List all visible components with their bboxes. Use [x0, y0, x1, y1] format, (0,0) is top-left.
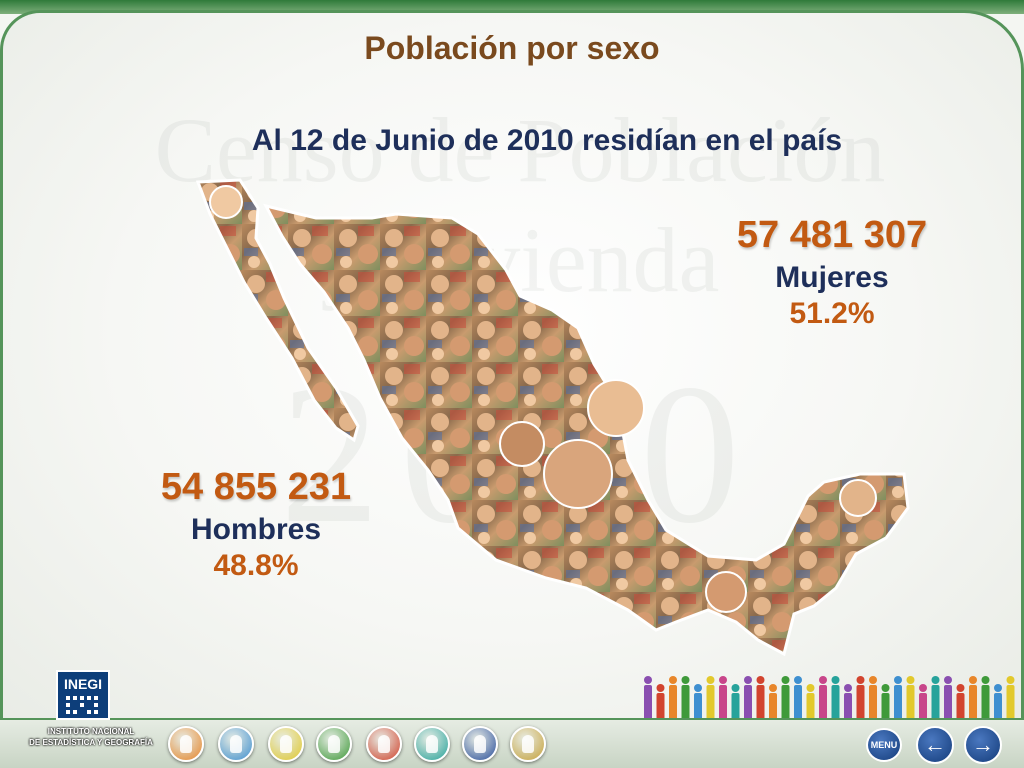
arrow-right-icon[interactable]: →: [964, 726, 1002, 764]
figure-glyph: [426, 735, 438, 753]
people-figures-banner: [644, 676, 1015, 722]
house-red-icon[interactable]: [366, 726, 402, 762]
person-figure-icon: [719, 676, 727, 722]
person-blue-icon[interactable]: [218, 726, 254, 762]
slide-subtitle: Al 12 de Junio de 2010 residían en el pa…: [251, 124, 843, 157]
men-count: 54 855 231: [160, 466, 352, 508]
figure-glyph: [230, 735, 242, 753]
inegi-caption: INSTITUTO NACIONAL DE ESTADÍSTICA Y GEOG…: [16, 726, 166, 748]
person-yellow-icon[interactable]: [268, 726, 304, 762]
women-label: Mujeres: [775, 261, 889, 294]
person-figure-icon: [894, 676, 902, 722]
person-figure-icon: [681, 676, 690, 722]
person-figure-icon: [769, 684, 777, 722]
person-figure-icon: [806, 684, 815, 722]
person-figure-icon: [706, 676, 715, 722]
person-figure-icon: [881, 684, 890, 722]
person-figure-icon: [694, 684, 702, 722]
page-title: Población por sexo: [364, 30, 660, 66]
inegi-logo-mark: INEGI: [56, 670, 110, 720]
figure-glyph: [474, 735, 486, 753]
house-teal-icon[interactable]: [414, 726, 450, 762]
women-stat: 57 481 307 Mujeres 51.2%: [712, 214, 952, 331]
person-figure-icon: [756, 676, 765, 722]
mexico-photo-map: [196, 178, 910, 657]
men-label: Hombres: [190, 513, 322, 546]
mexico-map-icon[interactable]: [462, 726, 498, 762]
figure-glyph: [328, 735, 340, 753]
inegi-caption-line-2: DE ESTADÍSTICA Y GEOGRAFÍA: [29, 738, 153, 747]
person-figure-icon: [781, 676, 790, 722]
figure-glyph: [378, 735, 390, 753]
person-figure-icon: [906, 676, 915, 722]
person-figure-icon: [994, 684, 1002, 722]
person-figure-icon: [869, 676, 877, 722]
person-figure-icon: [644, 676, 652, 722]
men-percent: 48.8%: [213, 549, 299, 582]
person-figure-icon: [731, 684, 740, 722]
section-nav-buttons: [168, 726, 558, 764]
inegi-logo-text: INEGI: [63, 676, 103, 692]
men-stat: 54 855 231 Hombres 48.8%: [136, 466, 376, 583]
person-figure-icon: [981, 676, 990, 722]
people-orange-icon[interactable]: [168, 726, 204, 762]
inegi-grid-icon: [66, 696, 98, 714]
person-figure-icon: [744, 676, 752, 722]
person-figure-icon: [819, 676, 827, 722]
figure-glyph: [280, 735, 292, 753]
inegi-logo: INEGI INSTITUTO NACIONAL DE ESTADÍSTICA …: [16, 670, 166, 762]
women-percent: 51.2%: [789, 297, 875, 330]
person-figure-icon: [831, 676, 840, 722]
inegi-caption-line-1: INSTITUTO NACIONAL: [47, 727, 135, 736]
arrow-left-icon[interactable]: ←: [916, 726, 954, 764]
document-icon[interactable]: [510, 726, 546, 762]
menu-button[interactable]: MENU: [866, 728, 902, 762]
person-figure-icon: [669, 676, 677, 722]
mexico-mainland: [263, 203, 910, 657]
person-figure-icon: [931, 676, 940, 722]
person-figure-icon: [1006, 676, 1015, 722]
person-figure-icon: [844, 684, 852, 722]
person-figure-icon: [969, 676, 977, 722]
baja-peninsula: [196, 178, 360, 443]
figure-glyph: [522, 735, 534, 753]
figure-glyph: [180, 735, 192, 753]
person-figure-icon: [856, 676, 865, 722]
person-figure-icon: [656, 684, 665, 722]
people-green-icon[interactable]: [316, 726, 352, 762]
women-count: 57 481 307: [736, 214, 928, 256]
person-figure-icon: [956, 684, 965, 722]
person-figure-icon: [794, 676, 802, 722]
person-figure-icon: [944, 676, 952, 722]
person-figure-icon: [919, 684, 927, 722]
